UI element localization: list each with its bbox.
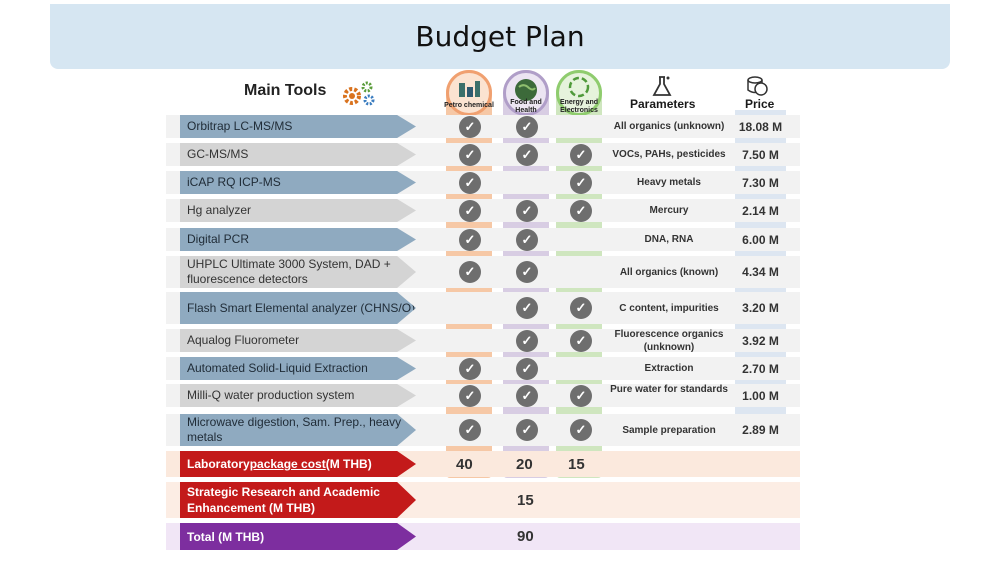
price-text: 7.50 M [742,147,779,162]
price-text: 3.92 M [742,333,779,348]
tool-row: iCAP RQ ICP-MS ✓ ✓ Heavy metals 7.30 M [166,171,800,194]
tool-row: UHPLC Ultimate 3000 System, DAD + fluore… [166,256,800,288]
gears-icon [343,81,375,106]
tool-row: Microwave digestion, Sam. Prep., heavy m… [166,414,800,446]
total-value: 90 [517,528,534,545]
main-tools-header: Main Tools [244,82,327,99]
parameter-text: All organics (unknown) [613,121,725,132]
strategic-value: 15 [517,492,534,509]
parameter-text: C content, impurities [619,302,719,314]
parameter-text: Heavy metals [637,177,701,188]
flask-icon [652,76,672,96]
tool-name: Hg analyzer [180,199,416,222]
total-label: Total (M THB) [180,523,416,550]
check-icon: ✓ [459,115,481,138]
lab-value-food: 20 [516,456,533,473]
check-icon: ✓ [516,357,538,380]
parameter-text: Fluorescence organics (unknown) [614,328,724,353]
check-icon: ✓ [570,297,592,319]
price-text: 1.00 M [742,388,779,403]
tool-name: Digital PCR [180,228,416,251]
price-text: 7.30 M [742,175,779,190]
recycle-icon [556,70,602,116]
parameter-text: All organics (known) [619,266,719,278]
check-icon: ✓ [459,419,481,441]
page-title: Budget Plan [415,20,585,53]
column-label-food: Food and Health [510,99,542,114]
check-icon: ✓ [516,143,538,166]
check-icon: ✓ [516,261,538,283]
price-text: 2.89 M [742,423,779,437]
parameter-text: Pure water for standards [610,383,728,395]
tool-name: UHPLC Ultimate 3000 System, DAD + fluore… [180,256,416,288]
tool-row: Flash Smart Elemental analyzer (CHNS/O) ✓… [166,292,800,324]
check-icon: ✓ [459,228,481,251]
globe-icon [503,70,549,116]
check-icon: ✓ [570,419,592,441]
strategic-row: Strategic Research and Academic Enhancem… [166,482,800,518]
parameter-text: Extraction [644,363,694,374]
check-icon: ✓ [459,357,481,380]
price-text: 2.14 M [742,203,779,218]
lab-value-energy: 15 [568,456,585,473]
check-icon: ✓ [516,384,538,407]
tool-name: Milli-Q water production system [180,384,416,407]
total-row: Total (M THB) 90 [166,523,800,550]
check-icon: ✓ [516,297,538,319]
check-icon: ✓ [516,228,538,251]
check-icon: ✓ [459,199,481,222]
check-icon: ✓ [459,261,481,283]
tool-name: iCAP RQ ICP-MS [180,171,416,194]
check-icon: ✓ [570,329,592,352]
strategic-label: Strategic Research and Academic Enhancem… [180,482,416,518]
price-text: 2.70 M [742,361,779,376]
tool-row: Digital PCR ✓ ✓ DNA, RNA 6.00 M [166,228,800,251]
tool-name: GC-MS/MS [180,143,416,166]
check-icon: ✓ [459,171,481,194]
price-text: 18.08 M [738,119,783,134]
tool-row: Orbitrap LC-MS/MS ✓ ✓ All organics (unknown… [166,115,800,138]
column-label-energy: Energy and Electronics [559,99,599,114]
tool-name: Automated Solid-Liquid Extraction [180,357,416,380]
tool-name: Microwave digestion, Sam. Prep., heavy m… [180,414,416,446]
parameter-text: Sample preparation [622,424,716,436]
parameter-text: Mercury [649,205,689,216]
factory-icon [446,70,492,116]
check-icon: ✓ [570,384,592,407]
tool-row: Hg analyzer ✓ ✓ ✓ Mercury 2.14 M [166,199,800,222]
check-icon: ✓ [516,115,538,138]
lab-package-label: Laboratory package cost (M THB) [180,451,416,477]
price-text: 3.20 M [742,301,779,315]
coins-icon [747,76,768,96]
check-icon: ✓ [570,199,592,222]
parameter-text: VOCs, PAHs, pesticides [612,149,726,160]
title-banner: Budget Plan [50,4,950,69]
check-icon: ✓ [459,384,481,407]
check-icon: ✓ [570,143,592,166]
check-icon: ✓ [459,143,481,166]
check-icon: ✓ [516,199,538,222]
check-icon: ✓ [570,171,592,194]
lab-package-row: Laboratory package cost (M THB) 40 20 15 [166,451,800,477]
tool-name: Orbitrap LC-MS/MS [180,115,416,138]
tool-row: GC-MS/MS ✓ ✓ ✓ VOCs, PAHs, pesticides 7.50 M [166,143,800,166]
check-icon: ✓ [516,419,538,441]
tool-name: Aqualog Fluorometer [180,329,416,352]
price-text: 6.00 M [742,232,779,247]
lab-value-petro: 40 [456,456,473,473]
tool-row: Aqualog Fluorometer ✓ ✓ Fluorescence organi… [166,328,800,353]
tool-row: Automated Solid-Liquid Extraction ✓ ✓ Extra… [166,357,800,380]
tool-name: Flash Smart Elemental analyzer (CHNS/O) [180,292,416,324]
price-header: Price [745,97,775,111]
column-label-petro: Petro chemical [444,102,494,109]
tool-row: Milli-Q water production system ✓ ✓ ✓ Pure w… [166,384,800,407]
parameter-text: DNA, RNA [644,234,694,245]
parameters-header: Parameters [630,97,696,111]
price-text: 4.34 M [742,265,779,279]
check-icon: ✓ [516,329,538,352]
